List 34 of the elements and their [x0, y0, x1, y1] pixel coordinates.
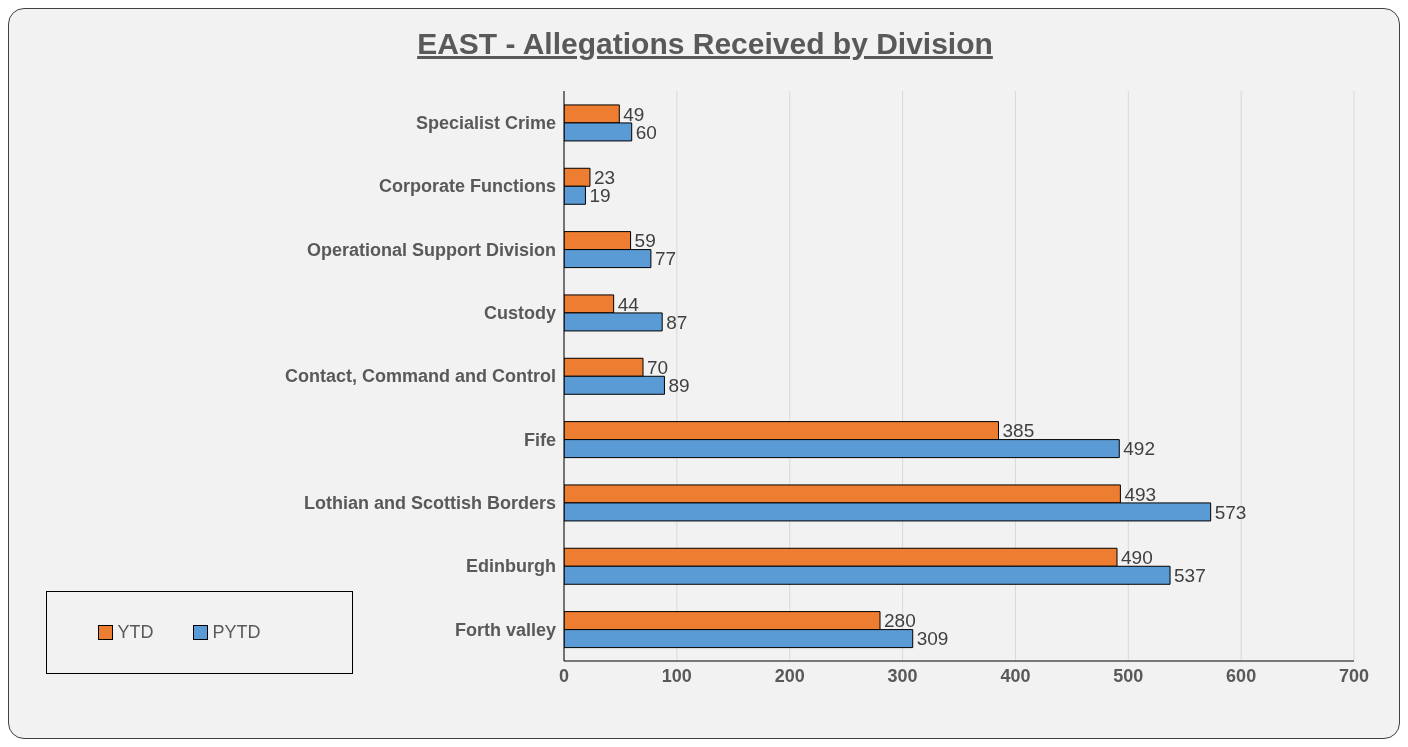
legend-label: PYTD — [211, 622, 261, 643]
x-tick-label: 300 — [887, 665, 918, 686]
x-tick-label: 600 — [1226, 665, 1257, 686]
data-label: 309 — [916, 628, 949, 650]
y-tick-label: Fife — [523, 429, 556, 450]
y-tick-label: Corporate Functions — [378, 176, 556, 197]
data-label: 87 — [666, 311, 688, 333]
data-label: 573 — [1214, 501, 1247, 523]
y-tick-label: Contact, Command and Control — [285, 366, 556, 387]
data-label: 280 — [884, 610, 916, 632]
legend-label: YTD — [116, 622, 154, 643]
data-label: 492 — [1123, 438, 1155, 460]
y-tick-label: Specialist Crime — [415, 113, 556, 134]
x-tick-label: 500 — [1113, 665, 1144, 686]
x-tick-label: 100 — [661, 665, 692, 686]
data-label: 537 — [1174, 565, 1206, 587]
x-tick-label: 400 — [1000, 665, 1031, 686]
data-label: 44 — [617, 293, 640, 315]
data-label: 70 — [647, 357, 669, 379]
data-label: 59 — [634, 230, 656, 252]
x-tick-label: 0 — [558, 665, 570, 686]
x-tick-label: 200 — [774, 665, 805, 686]
y-tick-label: Lothian and Scottish Borders — [303, 493, 556, 514]
data-label: 77 — [654, 248, 677, 270]
data-label: 490 — [1121, 547, 1153, 569]
data-label: 385 — [1002, 420, 1035, 442]
y-tick-label: Forth valley — [454, 619, 556, 640]
y-tick-label: Custody — [484, 303, 556, 324]
x-tick-label: 700 — [1338, 665, 1370, 686]
data-label: 493 — [1124, 483, 1157, 505]
chart-title: EAST - Allegations Received by Division — [416, 27, 994, 61]
data-label: 89 — [668, 375, 690, 397]
y-tick-label: Operational Support Division — [306, 239, 556, 260]
y-tick-label: Edinburgh — [466, 556, 556, 577]
